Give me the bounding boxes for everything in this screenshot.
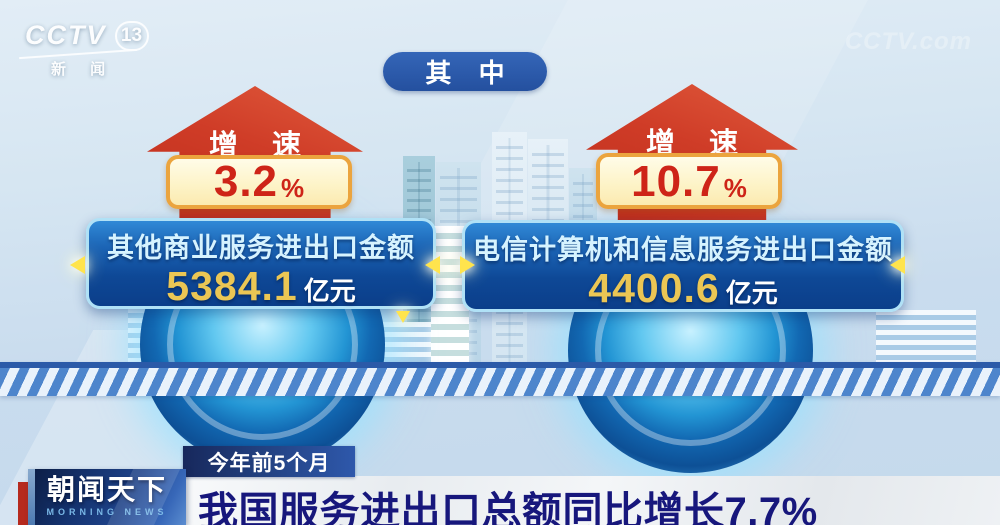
sparkle-down-icon <box>396 311 410 323</box>
headline-bar <box>158 476 1000 525</box>
striped-deck <box>876 310 976 366</box>
percent-sign: % <box>281 172 305 203</box>
metric-card: 电信计算机和信息服务进出口金额 4400.6 亿元 <box>462 220 904 312</box>
metric-value: 4400.6 <box>588 265 720 311</box>
striped-road-band <box>0 362 1000 396</box>
percent-sign: % <box>723 172 747 203</box>
sparkle-arrow-icon <box>70 256 85 274</box>
sparkle-arrow-icon <box>460 256 475 274</box>
metric-title: 电信计算机和信息服务进出口金额 <box>473 235 893 265</box>
headline-text: 我国服务进出口总额同比增长7.7% <box>198 490 818 525</box>
program-subtitle: MORNING NEWS <box>46 507 168 517</box>
channel-subtitle: 新 闻 <box>51 61 116 78</box>
metric-unit: 亿元 <box>303 276 356 306</box>
metric-unit: 亿元 <box>725 278 778 308</box>
growth-rate-box: 10.7 % <box>596 153 782 209</box>
sparkle-arrow-icon <box>890 256 905 274</box>
kicker-text: 今年前5个月 <box>207 451 331 475</box>
watermark: CCTV.com <box>844 28 972 55</box>
channel-logo: CCTV 13 新 闻 <box>19 20 149 79</box>
header-pill: 其 中 <box>383 52 547 91</box>
growth-rate-value: 10.7 <box>631 156 721 206</box>
logo-red-bar <box>18 482 28 525</box>
metric-card: 其他商业服务进出口金额 5384.1 亿元 <box>86 218 436 309</box>
growth-rate-value: 3.2 <box>213 156 279 206</box>
header-pill-label: 其 中 <box>425 58 515 88</box>
channel-number-badge: 13 <box>114 20 149 51</box>
channel-name: CCTV <box>25 20 107 50</box>
program-title: 朝闻天下 <box>46 474 167 505</box>
metric-title: 其他商业服务进出口金额 <box>107 233 415 263</box>
growth-rate-box: 3.2 % <box>166 155 352 209</box>
metric-value: 5384.1 <box>166 263 298 309</box>
sparkle-arrow-icon <box>425 256 440 274</box>
kicker-box: 今年前5个月 <box>183 446 355 477</box>
program-logo: 朝闻天下 MORNING NEWS <box>28 469 186 525</box>
